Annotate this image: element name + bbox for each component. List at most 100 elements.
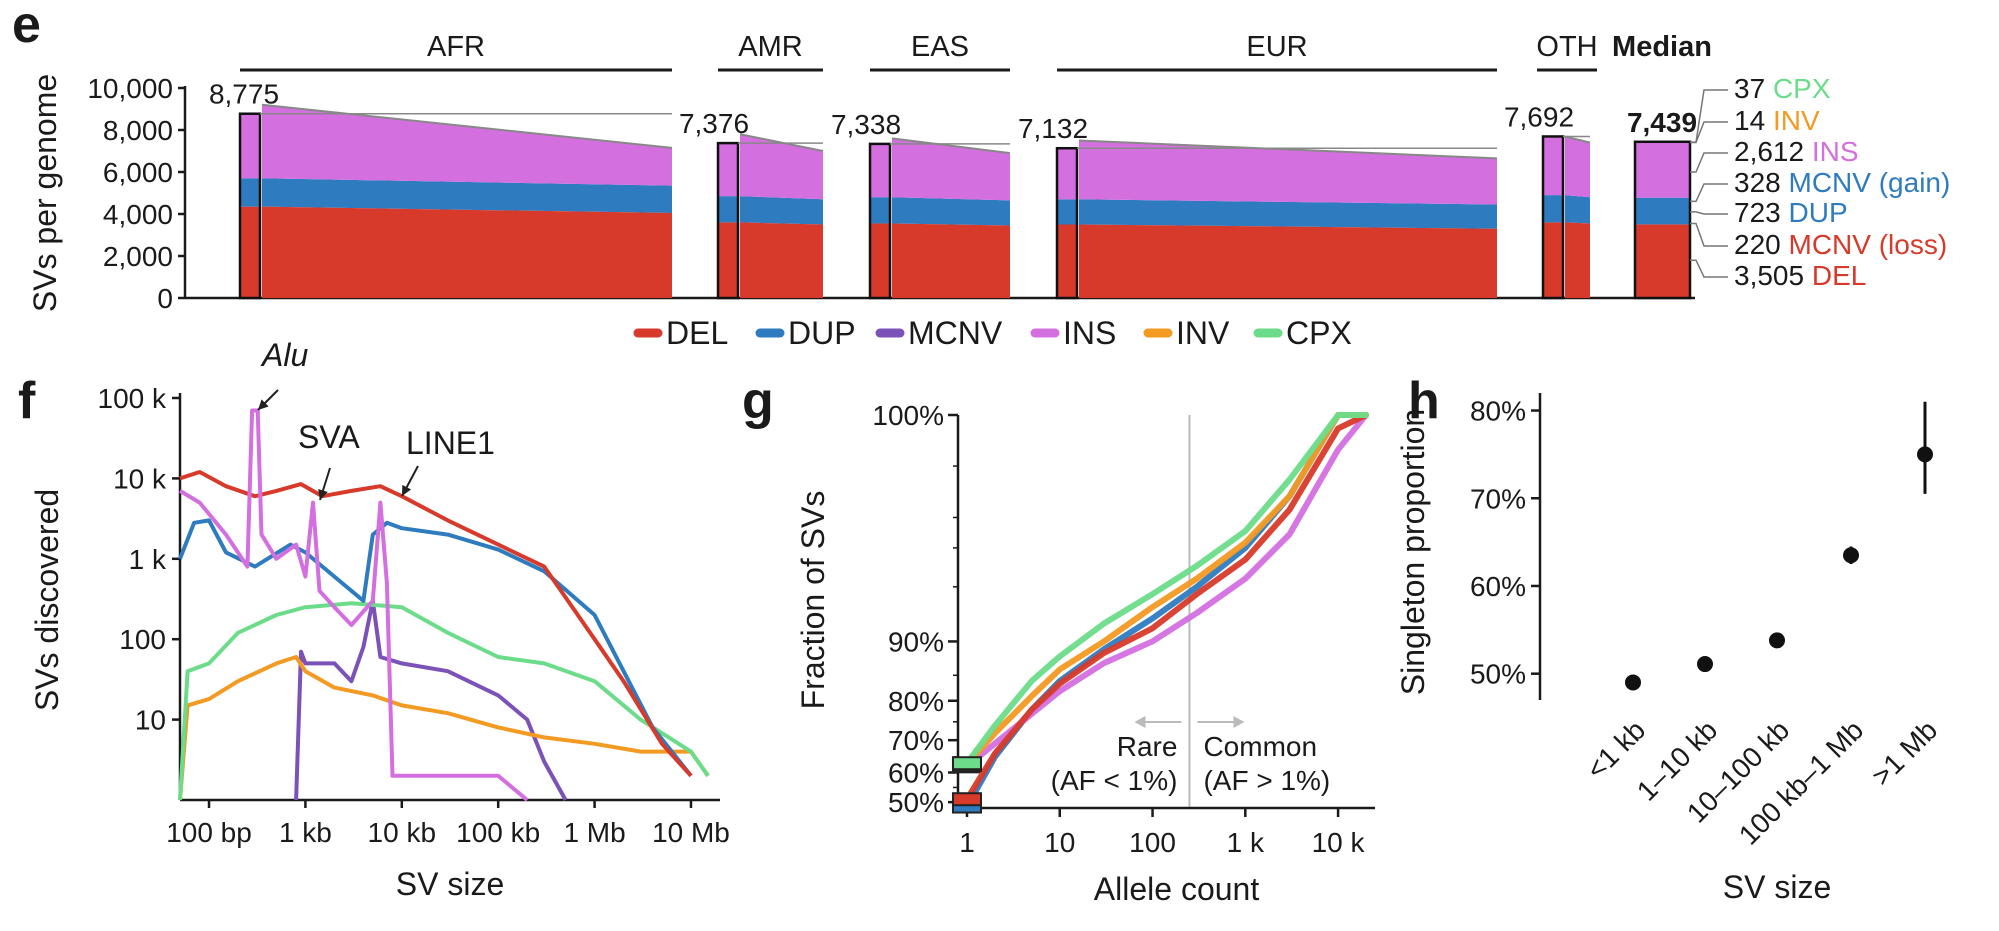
e-breakdown-type: MCNV (loss) (1789, 229, 1948, 260)
e-breakdown-count: 37 (1734, 73, 1773, 104)
e-area-del-amr (740, 222, 823, 298)
g-xtick-label: 10 (1044, 827, 1075, 858)
e-peak-label-eur: 7,132 (1018, 113, 1088, 144)
e-median-bar-outline-oth (1541, 135, 1565, 300)
g-ytick-label: 50% (888, 787, 944, 818)
f-annotation-sva: SVA (298, 419, 360, 455)
legend: DEL DUP MCNV INS INV CPX (633, 315, 1352, 351)
e-group-label-eur: EUR (1246, 31, 1307, 63)
e-breakdown-leader (1690, 121, 1728, 144)
f-annotation-line1: LINE1 (406, 425, 495, 461)
e-area-cap-eur (1078, 139, 1498, 160)
e-peak-label-amr: 7,376 (679, 108, 749, 139)
e-median-bar-dup-median (1635, 197, 1690, 225)
h-point (1843, 547, 1859, 564)
f-xtick-label: 100 kb (456, 817, 540, 848)
h-point (1917, 446, 1933, 463)
e-ylabel: SVs per genome (27, 74, 63, 312)
f-series-inv (178, 655, 710, 801)
h-point (1769, 632, 1785, 649)
e-breakdown-count: 220 (1734, 229, 1789, 260)
g-rare-arrowhead (1134, 716, 1146, 728)
e-area-dup-eas (892, 197, 1010, 226)
e-breakdown-type: DUP (1789, 197, 1848, 228)
e-median-bar-ins-afr (240, 113, 260, 179)
g-rare-label: Rare (1117, 731, 1178, 762)
e-breakdown-type: CPX (1773, 73, 1831, 104)
e-median-bar-ins-amr (718, 143, 738, 197)
f-series-dup (178, 518, 693, 778)
e-area-cap-eas (891, 137, 1011, 155)
e-area-ins-amr (740, 134, 823, 200)
f-annotation-arrowhead (402, 484, 412, 496)
legend-label-cpx: CPX (1286, 315, 1352, 351)
f-annotation-arrowhead (258, 399, 269, 410)
panel-label-g: g (742, 372, 774, 430)
e-area-del-eas (892, 223, 1010, 298)
g-ytick-label: 90% (888, 626, 944, 657)
h-xtick-label: >1 Mb (1866, 714, 1944, 792)
e-area-cap-oth (1564, 135, 1591, 144)
e-breakdown-label: 3,505 DEL (1734, 260, 1866, 291)
e-ytick-label: 2,000 (103, 241, 173, 272)
f-xtick-label: 1 kb (279, 817, 332, 848)
g-xtick-label: 1 (959, 827, 975, 858)
e-breakdown-label: 2,612 INS (1734, 136, 1859, 167)
e-area-ins-eur (1079, 140, 1497, 205)
e-median-bar-dup-oth (1543, 195, 1563, 223)
g-series-inv (964, 412, 1369, 768)
e-breakdown-type: INV (1773, 105, 1820, 136)
legend-label-ins: INS (1063, 315, 1116, 351)
e-ytick-label: 6,000 (103, 157, 173, 188)
e-area-ins-eas (892, 138, 1010, 201)
f-ytick-label: 1 k (129, 544, 167, 575)
e-median-bar-ins-eur (1057, 148, 1077, 200)
e-median-bar-ins-eas (870, 143, 890, 198)
f-series-mcnv (294, 598, 568, 801)
e-breakdown-type: DEL (1812, 260, 1866, 291)
legend-label-mcnv: MCNV (908, 315, 1003, 351)
e-area-cap-afr (261, 103, 673, 149)
f-ylabel: SVs discovered (29, 489, 65, 711)
legend-label-del: DEL (666, 315, 728, 351)
e-breakdown-label: 37 CPX (1734, 73, 1831, 104)
e-median-bar-del-eas (870, 223, 890, 298)
h-point (1625, 674, 1641, 691)
e-ytick-label: 0 (157, 283, 173, 314)
h-point (1697, 656, 1713, 673)
g-common-arrowhead (1233, 716, 1245, 728)
e-ytick-label: 8,000 (103, 115, 173, 146)
e-ytick-label: 10,000 (87, 73, 173, 104)
f-annotation-alu: Alu (260, 337, 308, 373)
f-xtick-label: 10 Mb (652, 817, 730, 848)
e-breakdown-label: 723 DUP (1734, 197, 1848, 228)
g-xtick-label: 100 (1129, 827, 1176, 858)
f-series-ins (178, 408, 529, 802)
f-xtick-label: 100 bp (166, 817, 252, 848)
h-ytick-label: 70% (1470, 483, 1526, 514)
g-common-label: Common (1203, 731, 1317, 762)
e-breakdown-leader (1690, 152, 1728, 173)
e-group-label-median: Median (1612, 31, 1712, 63)
h-ylabel: Singleton proportion (1395, 409, 1431, 695)
panel-g-chart: 50%60%70% 80% 90% 100% 1 10 100 1 k 10 k Fraction… (795, 400, 1375, 907)
f-ytick-label: 100 (119, 624, 166, 655)
e-breakdown-leader (1690, 183, 1728, 203)
e-median-bar-del-afr (240, 206, 260, 298)
f-ytick-label: 10 (135, 705, 166, 736)
e-area-ins-afr (262, 104, 672, 186)
e-breakdown-leader (1690, 222, 1728, 247)
e-breakdown-type: MCNV (gain) (1789, 167, 1951, 198)
h-xlabel: SV size (1723, 869, 1831, 905)
g-xlabel: Allele count (1094, 871, 1260, 907)
f-series-del (179, 470, 693, 778)
e-peak-label-afr: 8,775 (209, 79, 279, 110)
panel-f-chart: 10 100 1 k 10 k 100 k 100 bp 1 kb 10 kb 100 kb 1 … (29, 337, 730, 902)
e-median-bar-dup-eas (870, 197, 890, 224)
e-median-bar-outline-afr (238, 112, 262, 300)
g-ytick-label: 100% (872, 400, 944, 431)
e-median-bar-dup-afr (240, 178, 260, 207)
g-start-marker-del (951, 792, 982, 807)
g-ytick-label: 70% (888, 725, 944, 756)
